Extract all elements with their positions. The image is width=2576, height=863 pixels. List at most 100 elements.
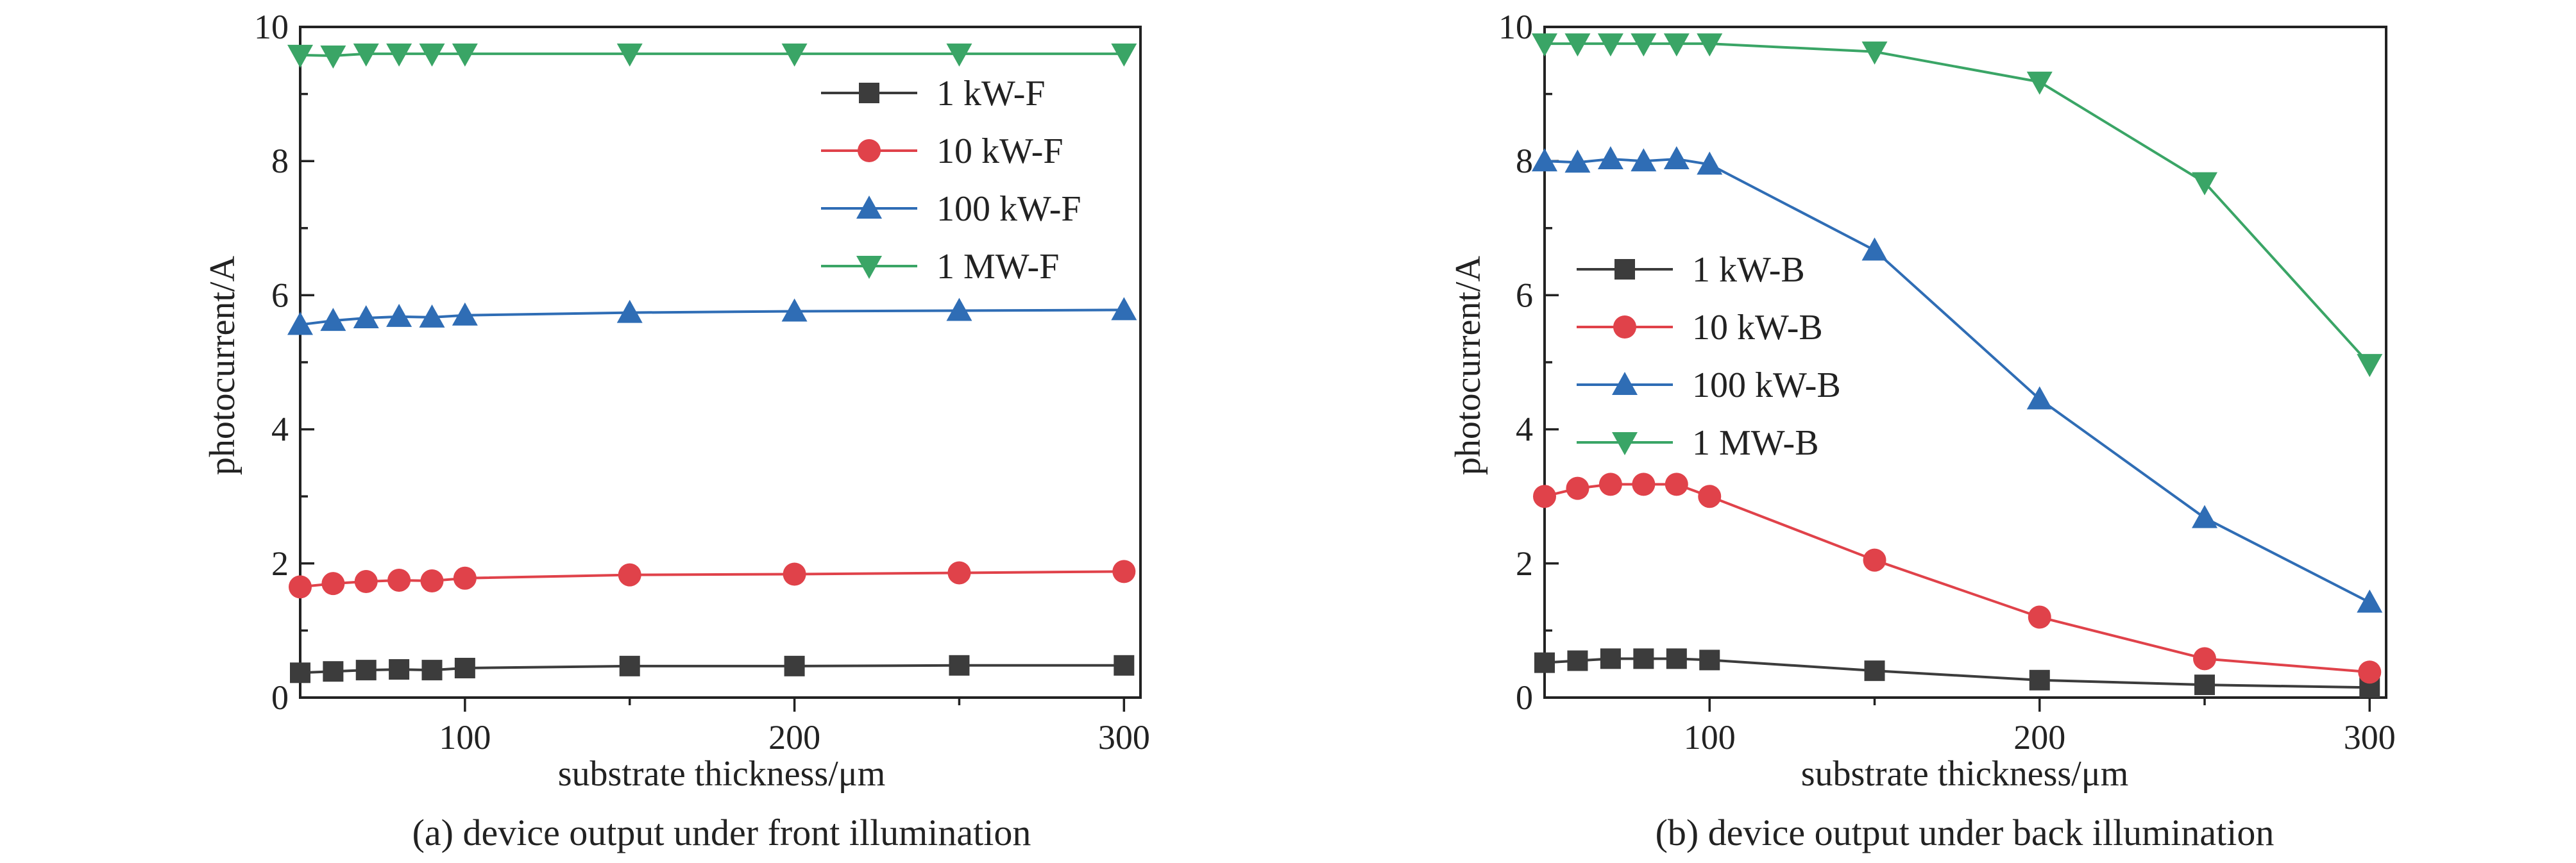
x-tick-label: 100 — [439, 718, 491, 757]
legend-label: 10 kW-B — [1692, 308, 1823, 348]
legend-label: 1 kW-F — [936, 74, 1046, 113]
y-axis-label: photocurrent/A — [203, 255, 242, 475]
y-tick-label: 8 — [271, 142, 289, 180]
data-point — [419, 304, 445, 328]
data-point — [323, 661, 344, 682]
series-line — [1545, 42, 2371, 365]
y-tick-label: 4 — [271, 410, 289, 449]
y-tick-label: 0 — [271, 678, 289, 717]
data-point — [386, 303, 412, 327]
series-100-kw — [287, 297, 1137, 335]
data-point — [2192, 505, 2218, 528]
legend-marker — [1613, 315, 1636, 339]
legend-marker — [1612, 432, 1638, 455]
data-point — [386, 43, 412, 67]
data-point — [1665, 473, 1688, 496]
data-point — [619, 655, 640, 676]
series-100-kw — [1532, 146, 2383, 613]
data-point — [1567, 650, 1588, 671]
data-point — [1863, 548, 1886, 572]
data-point — [2357, 354, 2383, 378]
legend-marker — [858, 139, 881, 162]
data-point — [781, 43, 808, 67]
data-point — [2026, 386, 2053, 410]
legend-marker — [1614, 259, 1635, 280]
data-point — [321, 572, 345, 596]
y-tick-label: 0 — [1516, 678, 1533, 717]
series-line — [1544, 657, 2370, 689]
x-tick-label: 300 — [1098, 718, 1150, 757]
data-point — [2194, 674, 2216, 696]
data-point — [355, 660, 377, 681]
y-tick-label: 2 — [271, 544, 289, 583]
data-point — [1663, 33, 1690, 57]
legend-label: 10 kW-F — [936, 131, 1063, 171]
data-point — [1532, 148, 1557, 172]
data-point — [320, 308, 346, 331]
data-point — [1533, 485, 1556, 508]
data-point — [1597, 33, 1623, 57]
data-point — [1564, 33, 1591, 57]
y-tick-label: 2 — [1516, 544, 1533, 583]
data-point — [1114, 655, 1135, 676]
data-point — [421, 660, 443, 681]
caption: (a) device output under front illuminati… — [412, 812, 1031, 853]
data-point — [453, 566, 477, 590]
x-tick-label: 300 — [2344, 718, 2396, 757]
x-tick-label: 200 — [2013, 718, 2065, 757]
y-tick-label: 6 — [271, 276, 289, 314]
chart-panel-a: (a) device output under front illuminati… — [203, 8, 1150, 853]
legend-marker — [1612, 372, 1638, 395]
data-point — [1534, 652, 1555, 673]
data-point — [1600, 648, 1621, 669]
data-point — [287, 312, 313, 335]
data-point — [287, 44, 313, 68]
y-tick-label: 10 — [254, 8, 289, 46]
data-point — [1632, 473, 1656, 496]
data-point — [618, 563, 641, 587]
data-point — [1598, 473, 1622, 496]
series-1-kw — [1534, 648, 2380, 698]
data-point — [353, 305, 379, 328]
legend-label: 1 MW-B — [1692, 423, 1819, 463]
data-point — [2193, 647, 2217, 671]
y-tick-label: 4 — [1516, 410, 1533, 449]
series-1-mw — [1532, 33, 2383, 378]
data-point — [616, 43, 643, 67]
series-line — [300, 308, 1124, 326]
data-point — [354, 570, 378, 594]
legend-label: 100 kW-B — [1692, 365, 1841, 405]
plot-frame — [1543, 26, 2387, 699]
data-point — [2192, 172, 2218, 196]
data-point — [387, 568, 411, 592]
data-point — [947, 561, 971, 585]
chart-panel-b: (b) device output under back illuminatio… — [1448, 8, 2396, 853]
y-axis-label: photocurrent/A — [1448, 255, 1488, 475]
data-point — [419, 43, 445, 67]
y-tick-label: 6 — [1516, 276, 1533, 314]
data-point — [1111, 43, 1137, 67]
series-10-kw — [289, 560, 1136, 599]
x-axis-label: substrate thickness/μm — [558, 754, 886, 794]
data-point — [946, 43, 972, 67]
data-point — [2028, 605, 2051, 629]
data-point — [1864, 660, 1885, 682]
legend-marker — [856, 196, 882, 219]
data-point — [452, 43, 478, 67]
data-point — [2029, 669, 2050, 691]
series-10-kw — [1533, 473, 2382, 684]
data-point — [616, 299, 643, 323]
data-point — [1112, 560, 1136, 583]
caption: (b) device output under back illuminatio… — [1656, 812, 2275, 853]
data-point — [454, 657, 475, 678]
data-point — [2357, 589, 2383, 613]
data-point — [1631, 33, 1657, 57]
data-point — [420, 569, 444, 592]
plot-frame — [299, 26, 1142, 699]
data-point — [389, 659, 410, 680]
data-point — [1699, 649, 1720, 671]
legend-label: 100 kW-F — [936, 189, 1081, 229]
data-point — [452, 302, 478, 326]
data-point — [1698, 485, 1722, 508]
